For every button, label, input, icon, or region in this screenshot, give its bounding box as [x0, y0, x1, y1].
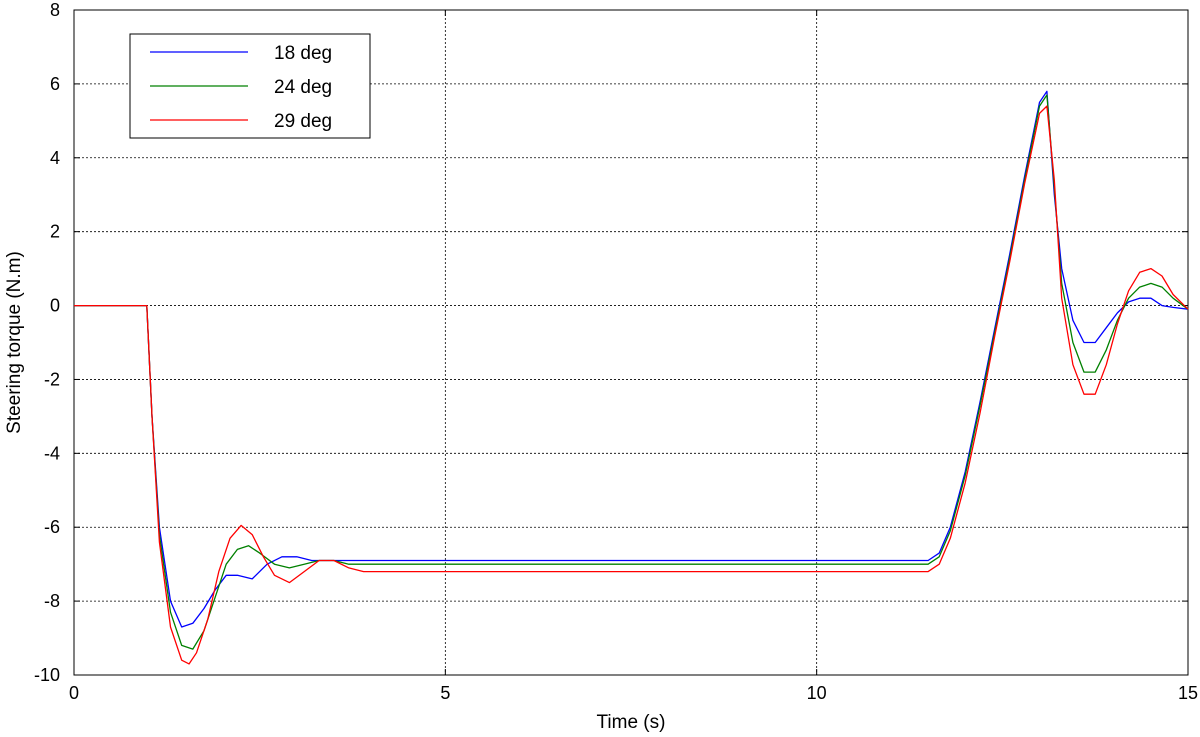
- y-tick-label: -10: [34, 665, 60, 685]
- series-lines: [74, 90, 1189, 665]
- series-line-2: [74, 94, 1189, 650]
- y-tick-label: 4: [50, 148, 60, 168]
- x-tick-label: 5: [440, 683, 450, 703]
- y-tick-label: 2: [50, 222, 60, 242]
- axis-ticks: 0 5 10 15 -10 -8 -6 -4 -2 0 2 4 6 8: [34, 0, 1198, 703]
- grid: [74, 10, 1188, 675]
- y-tick-label: -4: [44, 443, 60, 463]
- x-tick-label: 10: [807, 683, 827, 703]
- y-tick-label: -6: [44, 517, 60, 537]
- plot-area-frame: [73, 9, 1189, 676]
- x-tick-label: 15: [1178, 683, 1198, 703]
- y-tick-label: 6: [50, 74, 60, 94]
- x-tick-label: 0: [69, 683, 79, 703]
- legend-entry: 29 deg: [274, 111, 332, 132]
- legend-entry: 24 deg: [274, 77, 332, 98]
- y-tick-label: 0: [50, 296, 60, 316]
- legend: 18 deg 24 deg 29 deg: [129, 33, 371, 139]
- legend-entry: 18 deg: [274, 43, 332, 64]
- series-line-3: [74, 105, 1189, 665]
- series-line-1: [74, 90, 1189, 628]
- y-tick-label: -8: [44, 591, 60, 611]
- y-tick-label: 8: [50, 0, 60, 20]
- x-axis-label: Time (s): [597, 712, 666, 733]
- y-tick-label: -2: [44, 369, 60, 389]
- y-axis-label: Steering torque (N.m): [4, 251, 25, 434]
